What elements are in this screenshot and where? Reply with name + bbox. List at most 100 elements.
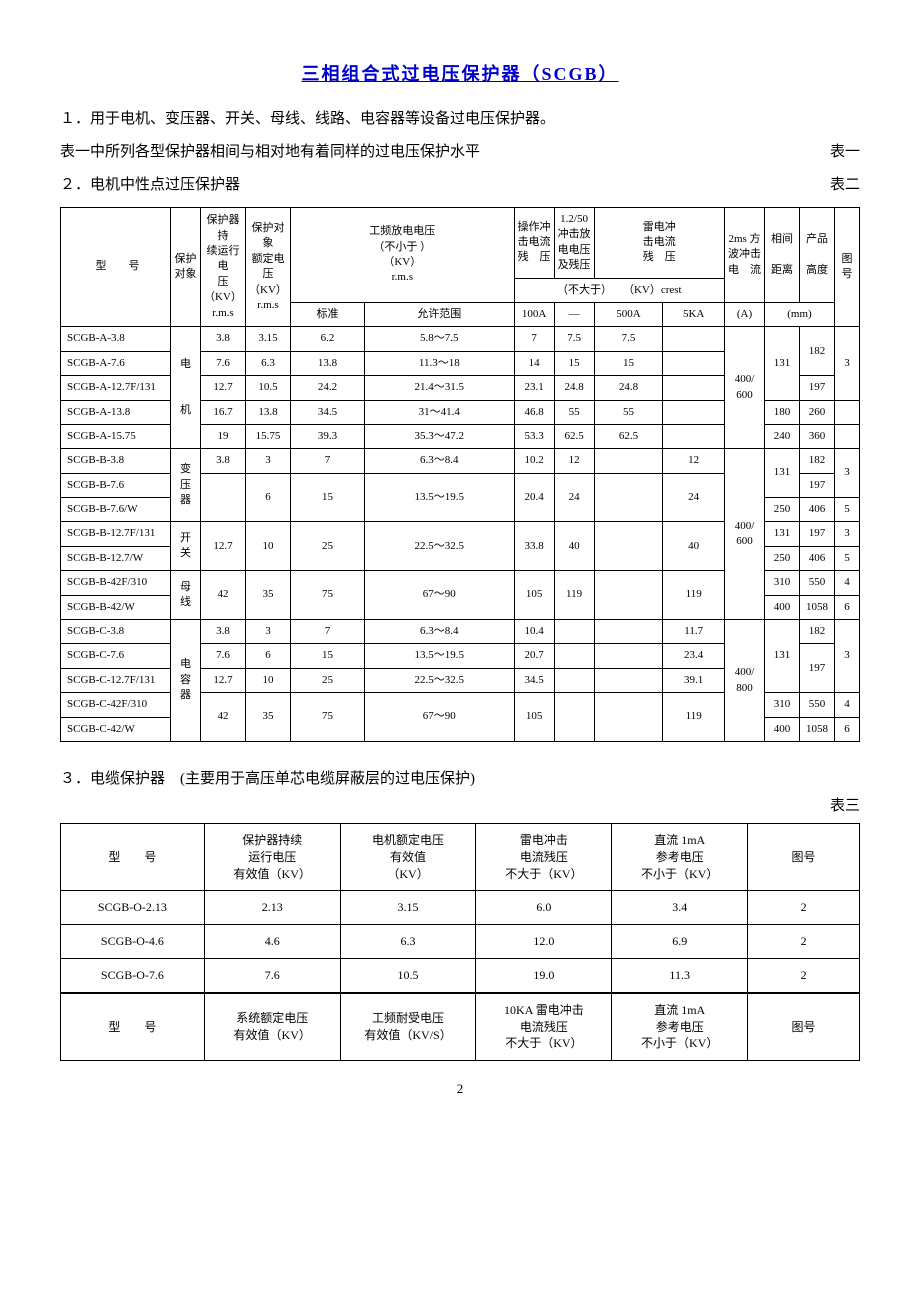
cell: 10.4 [514, 620, 554, 644]
section-3-text: ３．电缆保护器 (主要用于高压单芯电缆屏蔽层的过电压保护) [60, 767, 860, 788]
cell: 131 [765, 620, 800, 693]
cell: 310 [765, 571, 800, 595]
cell: 12.7 [201, 522, 246, 571]
hdr-model: 型 号 [61, 208, 171, 327]
cell: 105 [514, 693, 554, 742]
cell: SCGB-B-7.6/W [61, 498, 171, 522]
cell: 23.4 [663, 644, 725, 668]
cell: 6.3 [340, 925, 476, 959]
cell: 39.1 [663, 668, 725, 692]
cell: SCGB-B-42/W [61, 595, 171, 619]
cell: 7 [291, 449, 365, 473]
cell [663, 376, 725, 400]
cell: 7.6 [204, 958, 340, 992]
page-title: 三相组合式过电压保护器（SCGB） [60, 60, 860, 86]
cell-sqwave-b: 400/600 [725, 449, 765, 620]
cell: 310 [765, 693, 800, 717]
cell: SCGB-B-12.7F/131 [61, 522, 171, 546]
cell: 6 [835, 717, 860, 741]
cell: SCGB-C-7.6 [61, 644, 171, 668]
cell: 182 [800, 620, 835, 644]
cell: 6 [246, 644, 291, 668]
table-row: 型 号 系统额定电压有效值（KV） 工频耐受电压有效值（KV/S） 10KA 雷… [61, 993, 860, 1060]
hdr-rated-v: 保护对象额定电压（KV）r.m.s [246, 208, 291, 327]
hdr-range: 允许范围 [365, 302, 515, 326]
cell: SCGB-B-42F/310 [61, 571, 171, 595]
hdr-dash: — [554, 302, 594, 326]
cell: 4.6 [204, 925, 340, 959]
cell: SCGB-C-42/W [61, 717, 171, 741]
hdr-t4-pf: 工频耐受电压有效值（KV/S） [340, 993, 476, 1060]
cell: 1058 [800, 717, 835, 741]
cell-obj-b1: 变压器 [171, 449, 201, 522]
cell: SCGB-C-42F/310 [61, 693, 171, 717]
table-row: SCGB-O-4.6 4.6 6.3 12.0 6.9 2 [61, 925, 860, 959]
cell: SCGB-O-4.6 [61, 925, 205, 959]
spec-table-1: 型 号 保护对象 保护器持续运行电压（KV）r.m.s 保护对象额定电压（KV）… [60, 207, 860, 742]
cell: 3.8 [201, 620, 246, 644]
cell: 53.3 [514, 424, 554, 448]
cell: 13.5～19.5 [365, 644, 515, 668]
hdr-t4-sv: 系统额定电压有效值（KV） [204, 993, 340, 1060]
hdr-sw-v: 1.2/50冲击放电电压及残压 [554, 208, 594, 279]
cell: 35.3～47.2 [365, 424, 515, 448]
cell: 33.8 [514, 522, 554, 571]
hdr-a: (A) [725, 302, 765, 326]
cell: SCGB-B-12.7/W [61, 546, 171, 570]
cell: 197 [800, 644, 835, 693]
hdr-lt-i: 雷电冲击电流残 压 [594, 208, 724, 279]
cell: 15 [291, 644, 365, 668]
cell: 24.8 [594, 376, 663, 400]
cell: 7.6 [201, 351, 246, 375]
table-row: SCGB-B-3.8 变压器 3.8 3 7 6.3～8.4 10.2 12 1… [61, 449, 860, 473]
cell: 6.3 [246, 351, 291, 375]
intro-line-2: 表一中所列各型保护器相间与相对地有着同样的过电压保护水平 表一 [60, 139, 860, 166]
cell: 75 [291, 571, 365, 620]
cell: 3.4 [612, 891, 748, 925]
cell: 550 [800, 693, 835, 717]
hdr-dist: 相间距离 [765, 208, 800, 303]
hdr-t3-lt: 雷电冲击电流残压不大于（KV） [476, 823, 612, 890]
cell: 6.0 [476, 891, 612, 925]
cell: 11.7 [663, 620, 725, 644]
cell: 24.8 [554, 376, 594, 400]
cell: 6.9 [612, 925, 748, 959]
cell: 3 [246, 620, 291, 644]
cell: 13.8 [291, 351, 365, 375]
cell: 5 [835, 546, 860, 570]
cell [554, 693, 594, 742]
cell: 180 [765, 400, 800, 424]
cell: 42 [201, 571, 246, 620]
cell: 406 [800, 498, 835, 522]
cell: 7 [291, 620, 365, 644]
cell: 6.3～8.4 [365, 620, 515, 644]
cell: 3 [246, 449, 291, 473]
hdr-100a: 100A [514, 302, 554, 326]
table-row: SCGB-A-3.8 电机 3.8 3.15 6.2 5.8～7.5 7 7.5… [61, 327, 860, 351]
cell: 13.8 [246, 400, 291, 424]
cell: 23.1 [514, 376, 554, 400]
cell: 22.5～32.5 [365, 668, 515, 692]
cell [663, 327, 725, 351]
cell: SCGB-B-7.6 [61, 473, 171, 497]
cell: 240 [765, 424, 800, 448]
cell: 1058 [800, 595, 835, 619]
page-number: 2 [60, 1081, 860, 1097]
cell [663, 400, 725, 424]
cell: 3.15 [340, 891, 476, 925]
cell: 34.5 [291, 400, 365, 424]
cell: 62.5 [554, 424, 594, 448]
cell: SCGB-O-7.6 [61, 958, 205, 992]
cell: 3.8 [201, 449, 246, 473]
cell: 19 [201, 424, 246, 448]
cell: 400 [765, 595, 800, 619]
hdr-mm: (mm) [765, 302, 835, 326]
cell: 2.13 [204, 891, 340, 925]
cell: 40 [554, 522, 594, 571]
table-2-label: 表二 [830, 172, 860, 199]
cell: 2 [748, 958, 860, 992]
hdr-pf-v: 工频放电电压（不小于 ）（KV）r.m.s [291, 208, 515, 303]
cell: 15 [554, 351, 594, 375]
cell: 6 [835, 595, 860, 619]
table-row: SCGB-O-7.6 7.6 10.5 19.0 11.3 2 [61, 958, 860, 992]
